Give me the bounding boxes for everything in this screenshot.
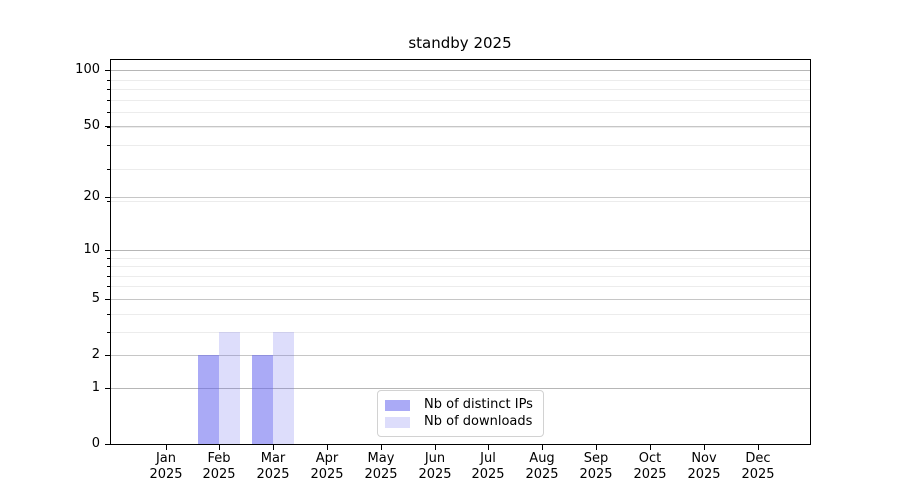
x-tick-label-nov: Nov 2025 — [687, 451, 721, 482]
gridline-minor-y69 — [111, 100, 810, 101]
gridline-major-y20 — [111, 197, 810, 198]
gridline-minor-y49 — [111, 127, 810, 128]
y-minor-tick-7 — [107, 276, 110, 277]
gridline-minor-y29 — [111, 169, 810, 170]
x-tick-jul — [488, 445, 489, 450]
x-tick-label-jul: Jul 2025 — [471, 451, 505, 482]
gridline-minor-y6 — [111, 286, 810, 287]
x-tick-feb — [219, 445, 220, 450]
y-tick-50 — [105, 126, 110, 127]
y-minor-tick-9 — [107, 258, 110, 259]
y-minor-tick-49 — [107, 127, 110, 128]
legend-swatch-downloads — [385, 416, 410, 428]
x-tick-label-may: May 2025 — [364, 451, 398, 482]
x-tick-jun — [435, 445, 436, 450]
bar-distinct-ips-feb — [198, 355, 220, 444]
legend-label-downloads: Nb of downloads — [424, 414, 533, 429]
x-tick-jan — [166, 445, 167, 450]
x-tick-label-apr: Apr 2025 — [310, 451, 344, 482]
x-tick-label-sep: Sep 2025 — [579, 451, 613, 482]
gridline-major-y1 — [111, 388, 810, 389]
x-tick-label-feb: Feb 2025 — [202, 451, 236, 482]
y-tick-label-50: 50 — [83, 118, 100, 133]
gridline-minor-y89 — [111, 80, 810, 81]
y-tick-10 — [105, 250, 110, 251]
gridline-minor-y7 — [111, 276, 810, 277]
gridline-major-y2 — [111, 355, 810, 356]
gridline-minor-y4 — [111, 314, 810, 315]
bar-distinct-ips-mar — [252, 355, 274, 444]
legend: Nb of distinct IPs Nb of downloads — [377, 390, 544, 437]
x-tick-apr — [327, 445, 328, 450]
y-tick-1 — [105, 388, 110, 389]
gridline-minor-y79 — [111, 89, 810, 90]
gridline-minor-y9 — [111, 258, 810, 259]
y-tick-100 — [105, 70, 110, 71]
y-tick-5 — [105, 299, 110, 300]
y-tick-label-0: 0 — [91, 436, 100, 451]
legend-item-distinct-ips: Nb of distinct IPs — [385, 397, 535, 413]
legend-swatch-distinct-ips — [385, 399, 410, 411]
gridline-major-y50 — [111, 126, 810, 127]
x-tick-sep — [596, 445, 597, 450]
x-tick-aug — [542, 445, 543, 450]
y-tick-label-10: 10 — [83, 242, 100, 257]
x-tick-label-dec: Dec 2025 — [741, 451, 775, 482]
x-tick-label-jun: Jun 2025 — [418, 451, 452, 482]
x-tick-label-oct: Oct 2025 — [633, 451, 667, 482]
bar-downloads-feb — [219, 332, 241, 444]
y-tick-label-100: 100 — [75, 62, 100, 77]
y-minor-tick-3 — [107, 332, 110, 333]
x-tick-may — [381, 445, 382, 450]
y-tick-label-20: 20 — [83, 189, 100, 204]
y-tick-2 — [105, 355, 110, 356]
chart-title: standby 2025 — [408, 34, 512, 52]
y-minor-tick-4 — [107, 314, 110, 315]
x-tick-dec — [758, 445, 759, 450]
y-tick-label-5: 5 — [91, 291, 100, 306]
x-tick-oct — [650, 445, 651, 450]
x-tick-label-mar: Mar 2025 — [256, 451, 290, 482]
gridline-major-y5 — [111, 299, 810, 300]
gridline-minor-y8 — [111, 266, 810, 267]
legend-label-distinct-ips: Nb of distinct IPs — [424, 397, 533, 412]
y-tick-20 — [105, 197, 110, 198]
gridline-minor-y3 — [111, 332, 810, 333]
gridline-major-y100 — [111, 70, 810, 71]
gridline-minor-y59 — [111, 112, 810, 113]
y-minor-tick-19 — [107, 201, 110, 202]
y-minor-tick-29 — [107, 169, 110, 170]
legend-item-downloads: Nb of downloads — [385, 414, 535, 430]
x-tick-label-jan: Jan 2025 — [149, 451, 183, 482]
y-minor-tick-6 — [107, 286, 110, 287]
y-tick-label-2: 2 — [91, 347, 100, 362]
y-tick-label-1: 1 — [91, 380, 100, 395]
gridline-major-y10 — [111, 250, 810, 251]
y-minor-tick-89 — [107, 80, 110, 81]
x-tick-mar — [273, 445, 274, 450]
x-tick-nov — [704, 445, 705, 450]
y-minor-tick-69 — [107, 100, 110, 101]
gridline-minor-y19 — [111, 201, 810, 202]
gridline-minor-y39 — [111, 145, 810, 146]
bar-downloads-mar — [273, 332, 295, 444]
y-minor-tick-59 — [107, 112, 110, 113]
y-minor-tick-8 — [107, 266, 110, 267]
y-tick-0 — [105, 444, 110, 445]
y-minor-tick-39 — [107, 145, 110, 146]
x-tick-label-aug: Aug 2025 — [525, 451, 559, 482]
y-minor-tick-79 — [107, 89, 110, 90]
